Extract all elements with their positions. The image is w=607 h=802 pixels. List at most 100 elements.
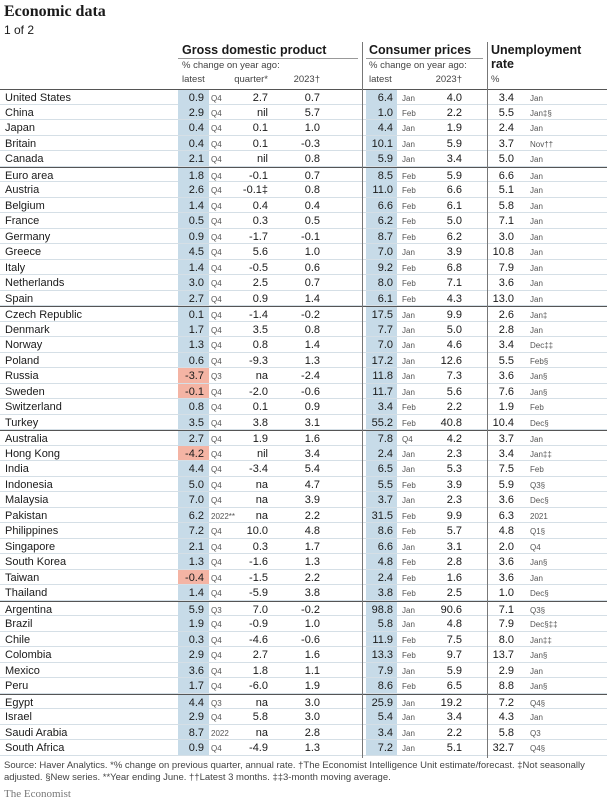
- gdp-2023: 0.9: [304, 401, 320, 413]
- gdp-period: Q4: [211, 480, 222, 490]
- cpi-latest: 55.2: [371, 416, 393, 429]
- gdp-latest-shade: [178, 368, 209, 383]
- gdp-quarter: na: [255, 726, 268, 739]
- gdp-quarter: 10.0: [246, 525, 268, 537]
- gdp-latest: 0.5: [188, 215, 204, 227]
- unemployment-period: Nov††: [530, 139, 554, 149]
- gdp-latest: 1.4: [188, 587, 204, 599]
- gdp-quarter-header: quarter*: [234, 74, 268, 85]
- column-divider: [487, 42, 488, 758]
- gdp-period: Q4: [211, 620, 222, 629]
- cpi-period: Feb: [402, 217, 416, 226]
- unemployment-period: Jan: [530, 248, 543, 257]
- cpi-2023: 5.7: [446, 525, 462, 537]
- gdp-latest-header: latest: [182, 74, 205, 85]
- cpi-latest: 8.5: [377, 169, 393, 182]
- country: Netherlands: [5, 277, 65, 289]
- cpi-latest-shade: [366, 275, 397, 290]
- unemployment-rate: 7.5: [498, 463, 514, 475]
- cpi-2023: 3.9: [446, 246, 462, 258]
- cpi-latest-shade: [366, 321, 397, 336]
- gdp-latest: 4.5: [188, 246, 204, 258]
- cpi-latest-shade: [366, 290, 397, 305]
- table-row: France 0.5 Q4 0.3 0.5 6.2 Feb 5.0 7.1 Jan: [0, 213, 607, 229]
- cpi-period: Jan: [402, 698, 415, 708]
- gdp-latest: -0.1: [185, 385, 204, 398]
- cpi-latest: 3.8: [377, 587, 393, 599]
- cpi-2023: 1.9: [446, 122, 462, 134]
- cpi-period: Feb: [402, 682, 416, 691]
- cpi-2023: 6.1: [446, 199, 462, 212]
- cpi-latest-shade: [366, 431, 397, 446]
- gdp-latest: 3.5: [188, 416, 204, 429]
- country: Norway: [5, 339, 43, 351]
- country: Taiwan: [5, 571, 40, 584]
- table-row: Indonesia 5.0 Q4 na 4.7 5.5 Feb 3.9 5.9 Q3§: [0, 476, 607, 492]
- gdp-quarter: 3.5: [252, 323, 268, 336]
- gdp-quarter: -1.4: [249, 309, 268, 321]
- unemployment-period: Jan: [530, 171, 543, 181]
- gdp-latest-shade: [178, 740, 209, 755]
- gdp-period: Q4: [211, 713, 222, 722]
- gdp-latest-shade: [178, 337, 209, 352]
- unemployment-rate: 5.0: [498, 153, 514, 165]
- gdp-quarter: 0.1: [252, 137, 268, 150]
- country: South Korea: [5, 556, 67, 568]
- cpi-latest-shade: [366, 213, 397, 228]
- gdp-2023: 0.6: [304, 261, 320, 274]
- cpi-latest-shade: [366, 678, 397, 693]
- cpi-period: Jan: [402, 124, 415, 133]
- unemployment-rate: 13.0: [492, 292, 514, 305]
- cpi-period: Jan: [402, 605, 415, 615]
- gdp-latest-shade: [178, 414, 209, 429]
- gdp-latest-shade: [178, 307, 209, 322]
- unemployment-period: Jan: [530, 232, 543, 242]
- cpi-2023: 5.3: [446, 463, 462, 475]
- cpi-latest-shade: [366, 259, 397, 274]
- gdp-2023: 0.4: [304, 199, 320, 212]
- unemployment-period: Jan: [530, 263, 543, 273]
- unemployment-period: Jan: [530, 155, 543, 164]
- table-row: Germany 0.9 Q4 -1.7 -0.1 8.7 Feb 6.2 3.0 Jan: [0, 228, 607, 244]
- cpi-period: Feb: [402, 480, 416, 490]
- gdp-latest-shade: [178, 399, 209, 414]
- unemployment-rate: 8.8: [498, 680, 514, 692]
- country: Spain: [5, 292, 34, 305]
- cpi-latest: 17.5: [371, 309, 393, 321]
- cpi-2023: 5.6: [446, 385, 462, 398]
- cpi-latest: 8.6: [377, 680, 393, 692]
- cpi-period: Jan: [402, 542, 415, 552]
- cpi-period: Jan: [402, 666, 415, 676]
- table-row: Turkey 3.5 Q4 3.8 3.1 55.2 Feb 40.8 10.4 Dec§: [0, 414, 607, 430]
- gdp-2023: -0.2: [301, 309, 320, 321]
- gdp-quarter: -1.5: [249, 571, 268, 584]
- gdp-latest-shade: [178, 601, 209, 616]
- unemployment-period: Feb§: [530, 356, 549, 366]
- unemployment-period: Q4§: [530, 744, 546, 753]
- table-row: Taiwan -0.4 Q4 -1.5 2.2 2.4 Feb 1.6 3.6 Jan: [0, 569, 607, 585]
- gdp-quarter: 2.7: [252, 92, 268, 104]
- unemployment-period: Jan‡‡: [530, 449, 552, 459]
- cpi-latest-shade: [366, 601, 397, 616]
- gdp-latest-shade: [178, 104, 209, 119]
- gdp-period: Q4: [211, 418, 222, 428]
- country: Argentina: [5, 603, 53, 616]
- unemployment-period: Dec§: [530, 496, 549, 505]
- gdp-latest: 2.9: [188, 106, 204, 119]
- cpi-latest: 7.0: [377, 246, 393, 258]
- cpi-latest: 11.7: [372, 385, 393, 398]
- cpi-period: Feb: [402, 186, 416, 195]
- cpi-latest-header: latest: [369, 74, 392, 85]
- cpi-latest-shade: [366, 383, 397, 398]
- column-divider: [362, 42, 363, 758]
- unemployment-period: 2021: [530, 511, 548, 521]
- table-row: Mexico 3.6 Q4 1.8 1.1 7.9 Jan 5.9 2.9 Jan: [0, 662, 607, 678]
- cpi-latest-shade: [366, 167, 397, 182]
- header-rule: [366, 58, 483, 59]
- gdp-latest: 2.9: [188, 649, 204, 661]
- gdp-latest-shade: [178, 616, 209, 631]
- cpi-latest: 3.7: [377, 494, 393, 506]
- unemployment-rate: 8.0: [498, 633, 514, 646]
- cpi-subheader: % change on year ago:: [369, 60, 467, 71]
- gdp-latest-shade: [178, 631, 209, 646]
